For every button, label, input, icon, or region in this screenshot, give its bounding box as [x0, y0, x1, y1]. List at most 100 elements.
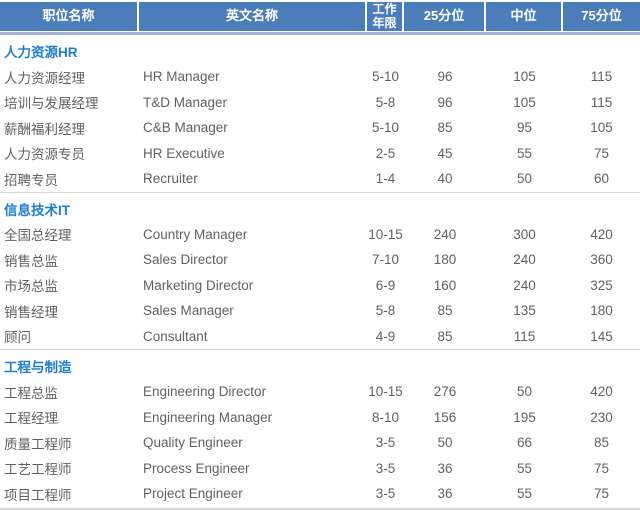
table-row: 人力资源经理 HR Manager 5-10 96 105 115: [0, 64, 640, 90]
cell-median: 195: [513, 409, 536, 425]
cell-work-years: 3-5: [375, 435, 396, 451]
cell-work-years: 10-15: [368, 384, 403, 400]
cell-median: 55: [516, 486, 533, 502]
table-row: 薪酬福利经理 C&B Manager 5-10 85 95 105: [0, 115, 640, 141]
cell-75th-percentile: 420: [590, 226, 613, 242]
cell-median: 135: [513, 303, 536, 319]
cell-position-name: 销售经理: [4, 304, 58, 320]
cell-english-name: Engineering Manager: [143, 409, 273, 425]
cell-75th-percentile: 325: [590, 277, 613, 293]
cell-25th-percentile: 85: [437, 303, 453, 319]
cell-work-years: 1-4: [375, 171, 396, 187]
cell-work-years: 10-15: [368, 226, 403, 242]
table-row: 工程总监 Engineering Director 10-15 276 50 4…: [0, 379, 640, 405]
cell-median: 115: [513, 328, 536, 344]
cell-75th-percentile: 75: [593, 460, 610, 476]
section-rows: 工程总监 Engineering Director 10-15 276 50 4…: [0, 379, 640, 507]
cell-work-years: 6-9: [375, 277, 396, 293]
cell-position-name: 顾问: [4, 330, 31, 346]
cell-75th-percentile: 75: [593, 145, 610, 161]
cell-25th-percentile: 96: [437, 69, 453, 85]
cell-position-name: 人力资源经理: [4, 70, 85, 86]
cell-english-name: Recruiter: [143, 171, 198, 187]
cell-25th-percentile: 85: [437, 328, 453, 344]
cell-english-name: Quality Engineer: [143, 435, 243, 451]
cell-75th-percentile: 85: [593, 435, 610, 451]
cell-english-name: C&B Manager: [143, 120, 228, 136]
header-bottom-edge: [0, 32, 640, 35]
cell-work-years: 4-9: [375, 328, 396, 344]
table-row: 销售总监 Sales Director 7-10 180 240 360: [0, 247, 640, 273]
cell-work-years: 2-5: [375, 145, 396, 161]
table-section: 人力资源HR 人力资源经理 HR Manager 5-10 96 105 115…: [0, 38, 640, 192]
cell-english-name: Marketing Director: [143, 277, 254, 293]
table-row: 培训与发展经理 T&D Manager 5-8 96 105 115: [0, 90, 640, 116]
section-label: 信息技术IT: [4, 202, 70, 218]
cell-median: 300: [513, 226, 536, 242]
cell-median: 105: [513, 94, 536, 110]
cell-work-years: 5-8: [375, 94, 396, 110]
column-header-work-years: 工作年限: [367, 2, 404, 31]
cell-75th-percentile: 115: [590, 94, 613, 110]
cell-25th-percentile: 45: [437, 145, 453, 161]
cell-position-name: 工艺工程师: [4, 462, 72, 478]
cell-position-name: 市场总监: [4, 279, 58, 295]
cell-25th-percentile: 276: [433, 384, 457, 400]
section-label: 工程与制造: [4, 360, 72, 375]
column-header-75th-percentile: 75分位: [581, 8, 622, 24]
cell-25th-percentile: 96: [437, 94, 453, 110]
table-row: 销售经理 Sales Manager 5-8 85 135 180: [0, 298, 640, 324]
cell-work-years: 3-5: [375, 460, 396, 476]
cell-english-name: Country Manager: [143, 226, 248, 242]
cell-work-years: 5-8: [375, 303, 396, 319]
bottom-divider: [0, 507, 640, 510]
column-header-median: 中位: [486, 2, 563, 31]
cell-median: 50: [516, 384, 533, 400]
cell-position-name: 全国总经理: [4, 228, 72, 244]
cell-median: 105: [513, 69, 536, 85]
table-row: 市场总监 Marketing Director 6-9 160 240 325: [0, 273, 640, 299]
cell-work-years: 5-10: [371, 69, 400, 85]
cell-25th-percentile: 40: [437, 171, 453, 187]
cell-25th-percentile: 240: [433, 226, 457, 242]
table-row: 质量工程师 Quality Engineer 3-5 50 66 85: [0, 430, 640, 456]
column-header-position-name: 职位名称: [0, 2, 139, 31]
cell-english-name: Consultant: [143, 328, 208, 344]
cell-75th-percentile: 105: [590, 120, 613, 136]
cell-75th-percentile: 60: [593, 171, 610, 187]
cell-english-name: T&D Manager: [143, 94, 228, 110]
table-row: 人力资源专员 HR Executive 2-5 45 55 75: [0, 141, 640, 167]
cell-position-name: 人力资源专员: [4, 147, 85, 163]
table-header-row: 职位名称 英文名称 工作年限 25分位 中位 75分位: [0, 2, 640, 32]
cell-position-name: 项目工程师: [4, 487, 72, 503]
cell-english-name: Process Engineer: [143, 460, 250, 476]
cell-75th-percentile: 180: [590, 303, 613, 319]
cell-25th-percentile: 50: [437, 435, 453, 451]
cell-25th-percentile: 36: [437, 486, 453, 502]
table-row: 全国总经理 Country Manager 10-15 240 300 420: [0, 222, 640, 248]
cell-75th-percentile: 145: [590, 328, 613, 344]
cell-position-name: 培训与发展经理: [4, 96, 99, 112]
cell-median: 240: [513, 277, 536, 293]
table-section: 工程与制造 工程总监 Engineering Director 10-15 27…: [0, 349, 640, 507]
cell-75th-percentile: 420: [590, 384, 613, 400]
cell-median: 66: [516, 435, 533, 451]
cell-25th-percentile: 180: [433, 252, 457, 268]
cell-work-years: 7-10: [371, 252, 400, 268]
cell-median: 50: [516, 171, 533, 187]
table-section: 信息技术IT 全国总经理 Country Manager 10-15 240 3…: [0, 191, 640, 350]
table-row: 工程经理 Engineering Manager 8-10 156 195 23…: [0, 405, 640, 431]
cell-median: 95: [516, 120, 533, 136]
cell-median: 240: [513, 252, 536, 268]
cell-position-name: 质量工程师: [4, 436, 72, 452]
cell-english-name: Sales Manager: [143, 303, 234, 319]
table-row: 项目工程师 Project Engineer 3-5 36 55 75: [0, 481, 640, 507]
section-rows: 人力资源经理 HR Manager 5-10 96 105 115 培训与发展经…: [0, 64, 640, 192]
cell-work-years: 3-5: [375, 486, 396, 502]
cell-english-name: HR Executive: [143, 145, 225, 161]
cell-25th-percentile: 85: [437, 120, 453, 136]
cell-25th-percentile: 36: [437, 460, 453, 476]
cell-work-years: 8-10: [371, 409, 400, 425]
table-row: 工艺工程师 Process Engineer 3-5 36 55 75: [0, 456, 640, 482]
